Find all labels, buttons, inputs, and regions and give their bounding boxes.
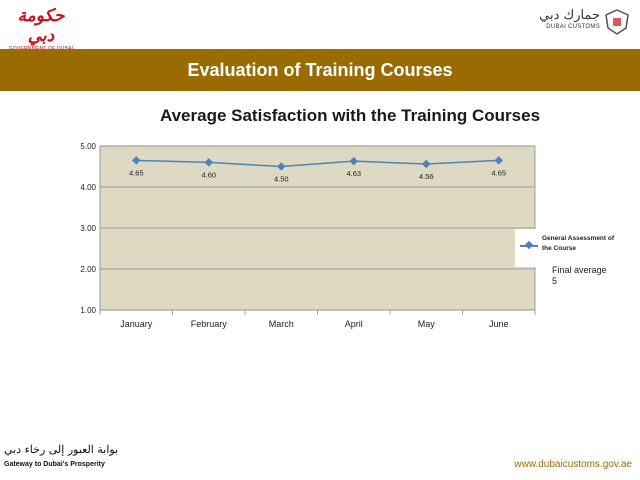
x-tick-label: March (269, 319, 294, 329)
x-tick-label: April (345, 319, 363, 329)
data-label: 4.60 (201, 170, 216, 179)
data-point (422, 159, 431, 169)
y-tick-label: 1.00 (80, 306, 96, 315)
y-tick-label: 2.00 (80, 265, 96, 274)
legend-series-label: General Assessment of the Course (542, 235, 615, 252)
customs-crest-icon (605, 9, 629, 35)
y-tick-label: 4.00 (80, 183, 96, 192)
data-label: 4.50 (274, 175, 289, 184)
y-tick-label: 5.00 (80, 142, 96, 151)
customs-logo-arabic: جمارك دبي (539, 8, 600, 23)
customs-logo-english: DUBAI CUSTOMS (546, 24, 600, 30)
category-axis-band (100, 310, 535, 345)
data-label: 4.63 (346, 169, 361, 178)
footer-tagline-english: Gateway to Dubai's Prosperity (4, 461, 105, 468)
data-label: 4.65 (491, 168, 506, 177)
x-tick-label: June (489, 319, 509, 329)
final-average-label: Final average (552, 265, 607, 275)
data-label: 4.65 (129, 168, 144, 177)
gov-logo-arabic: حكومة دبي (17, 6, 65, 46)
x-tick-label: January (120, 319, 153, 329)
data-point (494, 156, 503, 165)
data-point (204, 158, 213, 167)
final-average-note: Final average 5 (552, 265, 632, 287)
footer-url: www.dubaicustoms.gov.ae (514, 459, 632, 470)
final-average-value: 5 (552, 276, 558, 286)
chart-legend: General Assessment of the Course (515, 229, 615, 267)
footer-tagline-arabic: بوابة العبور إلى رخاء دبي (4, 443, 119, 456)
x-tick-label: February (191, 319, 228, 329)
data-point (132, 156, 141, 165)
x-tick-label: May (418, 319, 436, 329)
y-tick-label: 3.00 (80, 224, 96, 233)
chart-title: Average Satisfaction with the Training C… (159, 106, 541, 125)
slide-title: Evaluation of Training Courses (187, 59, 453, 80)
slide-title-bar: Evaluation of Training Courses (0, 49, 640, 91)
series-line (136, 159, 499, 168)
dubai-customs-logo: جمارك دبي DUBAI CUSTOMS (490, 8, 600, 42)
data-point (349, 156, 358, 166)
data-label: 4.56 (419, 172, 434, 181)
legend-diamond-icon (524, 240, 534, 250)
data-point (277, 162, 286, 171)
